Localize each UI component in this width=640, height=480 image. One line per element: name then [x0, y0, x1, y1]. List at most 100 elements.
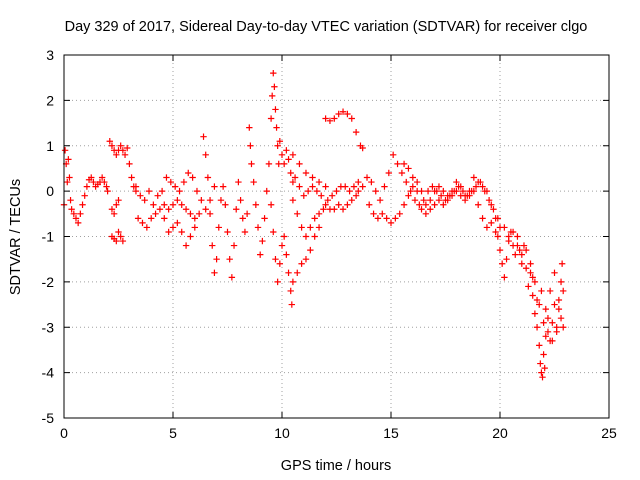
data-point: [479, 215, 486, 222]
data-point: [185, 169, 192, 177]
data-point: [215, 224, 222, 231]
y-tick-label: -2: [42, 274, 55, 290]
data-point: [558, 260, 566, 267]
data-point: [119, 237, 127, 245]
data-point: [440, 187, 447, 195]
data-point: [529, 274, 536, 281]
data-point: [505, 233, 512, 240]
data-point: [315, 210, 323, 218]
data-point: [366, 201, 373, 208]
data-point: [311, 233, 318, 240]
data-point: [270, 228, 277, 236]
x-axis-ticks: 0 5 10 15 20 25: [60, 55, 617, 441]
y-tick-label: -4: [42, 365, 55, 381]
data-point: [302, 169, 310, 177]
data-point: [359, 144, 366, 152]
data-point: [320, 206, 327, 213]
data-point: [370, 210, 377, 218]
data-point: [461, 192, 469, 199]
data-point: [101, 178, 108, 186]
data-point: [113, 151, 120, 159]
data-point: [383, 215, 390, 222]
data-point: [416, 201, 423, 208]
data-point: [389, 151, 397, 159]
data-point: [148, 215, 155, 222]
data-point: [355, 187, 362, 195]
data-point: [431, 187, 438, 195]
data-point: [309, 183, 316, 190]
data-point: [536, 342, 543, 349]
data-point: [420, 197, 427, 204]
data-point: [348, 115, 355, 122]
data-point: [322, 201, 329, 208]
data-point: [261, 215, 268, 222]
data-point: [374, 215, 382, 222]
data-point: [536, 301, 543, 308]
data-point: [372, 187, 379, 195]
data-point: [302, 233, 310, 240]
x-tick-label: 15: [383, 425, 399, 441]
data-point: [169, 224, 177, 231]
x-tick-label: 0: [60, 425, 68, 441]
data-point: [315, 178, 323, 186]
data-point: [522, 265, 530, 272]
data-point: [485, 197, 493, 204]
data-point: [68, 206, 75, 213]
data-point: [126, 160, 133, 168]
data-point: [270, 69, 277, 77]
data-point: [331, 206, 338, 213]
data-point: [275, 160, 282, 168]
data-point: [492, 215, 499, 222]
data-point: [557, 314, 565, 322]
data-point: [490, 206, 497, 213]
data-point: [191, 224, 198, 231]
data-point: [413, 187, 421, 195]
y-tick-label: -5: [42, 410, 55, 426]
data-point: [252, 201, 260, 208]
data-point: [459, 187, 467, 195]
data-point: [296, 160, 303, 168]
data-point: [413, 178, 421, 186]
data-point: [405, 165, 412, 172]
data-point: [165, 228, 172, 236]
data-point: [418, 206, 425, 213]
data-point: [540, 351, 547, 358]
chart-title: Day 329 of 2017, Sidereal Day-to-day VTE…: [65, 19, 588, 35]
data-point: [518, 251, 525, 258]
data-point: [289, 178, 297, 186]
data-point: [178, 201, 185, 208]
data-point: [206, 197, 214, 204]
data-point: [104, 187, 111, 195]
data-point: [348, 197, 355, 204]
data-point: [527, 260, 534, 267]
data-point: [67, 197, 74, 204]
data-point: [204, 174, 212, 181]
data-point: [213, 255, 220, 263]
grid: [64, 55, 609, 418]
data-point: [398, 169, 406, 177]
data-point: [285, 269, 292, 276]
data-point: [187, 233, 194, 240]
data-point: [289, 197, 297, 204]
data-point: [546, 287, 554, 295]
data-point: [326, 117, 334, 124]
data-point: [70, 210, 78, 218]
data-point: [315, 224, 323, 231]
data-point: [339, 108, 347, 115]
data-point: [88, 174, 95, 181]
data-point: [161, 215, 168, 222]
data-point: [525, 283, 532, 290]
data-point: [246, 124, 253, 131]
data-point: [346, 187, 353, 195]
data-point: [431, 201, 438, 208]
data-point: [520, 242, 528, 249]
data-point: [158, 187, 166, 195]
data-point: [195, 210, 203, 218]
data-point: [224, 228, 231, 236]
data-point: [483, 224, 491, 231]
data-point: [533, 324, 541, 331]
data-point: [322, 183, 329, 190]
data-point: [110, 210, 118, 218]
y-axis-ticks: 3 2 1 0 -1 -2 -3 -4 -5: [42, 47, 609, 426]
data-point: [501, 274, 508, 281]
